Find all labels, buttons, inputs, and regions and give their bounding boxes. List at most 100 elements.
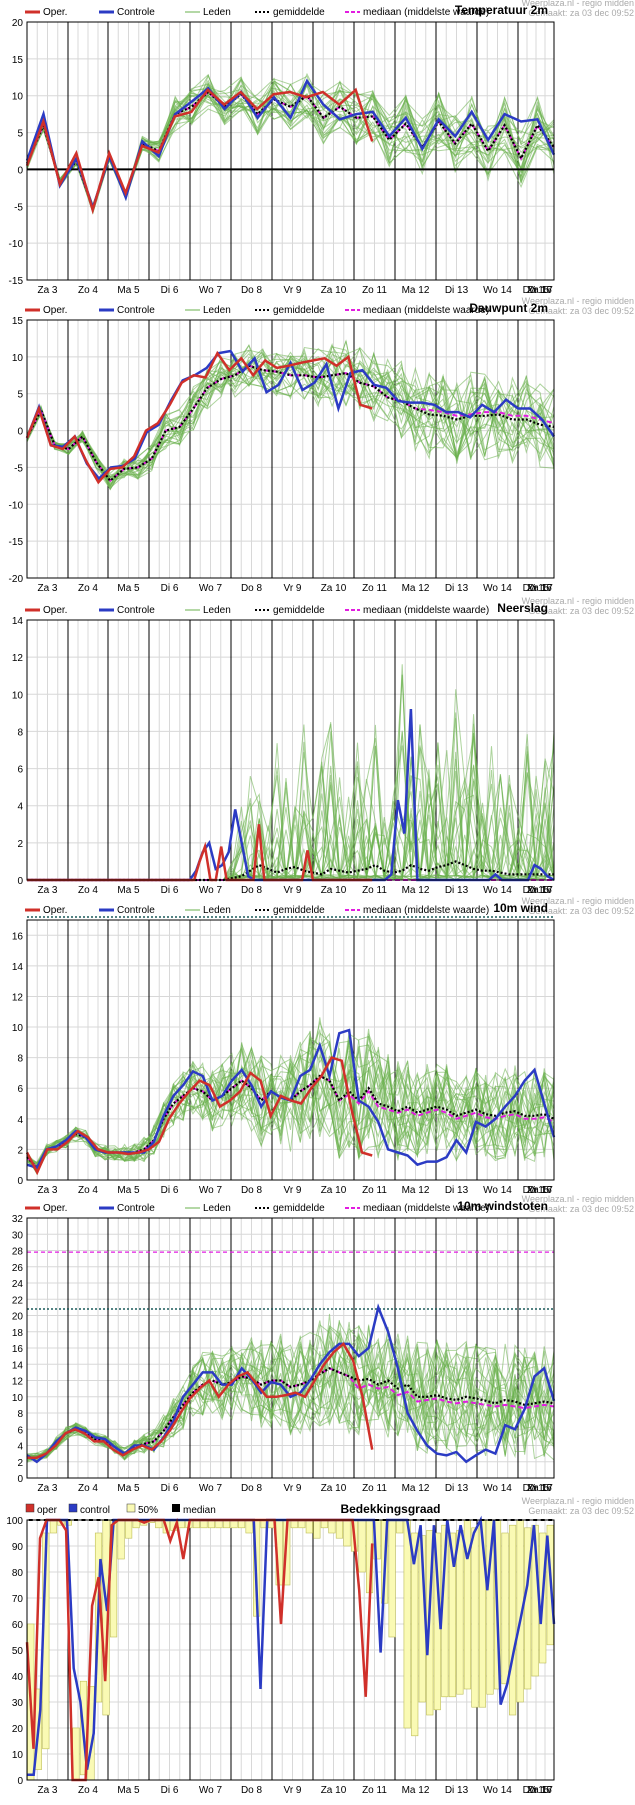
day-label: Wo 7	[199, 1785, 223, 1796]
y-tick-label: 26	[12, 1263, 24, 1274]
y-tick-label: 6	[17, 1425, 23, 1436]
chart-title: 10m windstoten	[457, 1199, 548, 1213]
day-label: Za 17	[527, 1185, 553, 1196]
day-label: Ma 12	[402, 1785, 430, 1796]
y-tick-label: 4	[17, 802, 23, 813]
band-bar	[403, 1519, 411, 1729]
legend-median-swatch	[172, 1504, 180, 1512]
y-tick-label: 20	[12, 1724, 24, 1735]
day-label: Wo 14	[483, 1785, 512, 1796]
day-label: Ma 12	[402, 1483, 430, 1494]
y-tick-label: 50	[12, 1646, 24, 1657]
y-tick-label: -10	[9, 239, 24, 250]
y-tick-label: 0	[17, 876, 23, 887]
y-tick-label: -15	[9, 537, 24, 548]
y-tick-label: 6	[17, 765, 23, 776]
y-tick-label: 0	[17, 1176, 23, 1187]
day-label: Di 6	[161, 1185, 179, 1196]
legend-controle-label: Controle	[117, 905, 155, 916]
band-bar	[388, 1519, 396, 1638]
y-tick-label: 10	[12, 1393, 24, 1404]
day-label: Di 6	[161, 583, 179, 594]
band-bar	[72, 1727, 80, 1781]
y-tick-label: 16	[12, 1344, 24, 1355]
created-label: Gemaakt: za 03 dec 09:52	[528, 306, 634, 316]
legend-median-label: mediaan (middelste waarde)	[363, 305, 489, 316]
legend-leden-label: Leden	[203, 905, 231, 916]
day-label: Za 17	[527, 885, 553, 896]
day-label: Wo 7	[199, 1185, 223, 1196]
day-label: Vr 16	[528, 1185, 552, 1196]
created-label: Gemaakt: za 03 dec 09:52	[528, 1506, 634, 1516]
legend-band-swatch	[126, 1503, 136, 1513]
y-tick-label: 0	[17, 1776, 23, 1787]
y-tick-label: 10	[12, 1023, 24, 1034]
day-label: Do 8	[241, 1483, 263, 1494]
y-tick-label: 80	[12, 1568, 24, 1579]
day-label: Vr 16	[528, 583, 552, 594]
day-label: Vr 16	[528, 1785, 552, 1796]
y-tick-label: 10	[12, 690, 24, 701]
day-label: Za 10	[321, 885, 347, 896]
legend-mean-label: gemiddelde	[273, 905, 325, 916]
legend-controle-label: Controle	[117, 7, 155, 18]
day-label: Za 3	[37, 1483, 57, 1494]
source-label: Weerplaza.nl - regio midden	[522, 296, 634, 306]
member-series-line	[26, 1017, 555, 1173]
day-label: Za 17	[527, 1483, 553, 1494]
day-label: Vr 16	[528, 285, 552, 296]
plot-border	[26, 1519, 555, 1781]
y-tick-label: 15	[12, 316, 24, 327]
day-label: Do 8	[241, 885, 263, 896]
y-tick-label: 14	[12, 1360, 24, 1371]
day-label: Ma 5	[117, 1483, 140, 1494]
y-tick-label: 8	[17, 1409, 23, 1420]
y-tick-label: 2	[17, 839, 23, 850]
controle-series-line	[26, 1303, 556, 1464]
day-label: Di 13	[445, 285, 469, 296]
legend-mean-label: gemiddelde	[273, 605, 325, 616]
legend-leden-label: Leden	[203, 305, 231, 316]
y-tick-label: 4	[17, 1442, 23, 1453]
day-label: Za 10	[321, 1785, 347, 1796]
member-series-line	[26, 1333, 555, 1459]
band-bar	[358, 1519, 366, 1573]
y-tick-label: 0	[17, 427, 23, 438]
mean-series-line	[26, 364, 555, 483]
y-tick-label: 10	[12, 1750, 24, 1761]
day-label: Wo 14	[483, 885, 512, 896]
legend-oper-label: Oper.	[43, 305, 67, 316]
day-label: Do 15	[523, 1185, 550, 1196]
day-label: Do 8	[241, 1185, 263, 1196]
legend-oper-label: oper	[37, 1505, 58, 1516]
y-tick-label: 2	[17, 1145, 23, 1156]
day-label: Wo 7	[199, 583, 223, 594]
y-tick-label: 24	[12, 1279, 24, 1290]
day-label: Vr 9	[284, 1483, 302, 1494]
day-label: Za 3	[37, 583, 57, 594]
y-tick-label: 14	[12, 616, 24, 627]
day-label: Di 13	[445, 583, 469, 594]
y-tick-label: 4	[17, 1115, 23, 1126]
day-label: Di 6	[161, 1785, 179, 1796]
y-tick-label: 14	[12, 962, 24, 973]
y-tick-label: 90	[12, 1542, 24, 1553]
chart-title: Dauwpunt 2m	[469, 301, 548, 315]
y-tick-label: 32	[12, 1214, 24, 1225]
day-label: Zo 11	[362, 583, 387, 594]
mean-series-line	[27, 860, 554, 882]
legend-oper-label: Oper.	[43, 605, 67, 616]
day-label: Ma 5	[117, 1185, 140, 1196]
band-bar	[524, 1527, 532, 1690]
member-series-line	[26, 352, 555, 489]
band-bar	[343, 1519, 351, 1547]
band-bar	[328, 1519, 336, 1534]
day-label: Di 13	[445, 885, 469, 896]
day-label: Di 6	[161, 285, 179, 296]
day-label: Zo 4	[78, 1483, 98, 1494]
legend-leden-label: Leden	[203, 1203, 231, 1214]
plot-border	[26, 619, 555, 881]
